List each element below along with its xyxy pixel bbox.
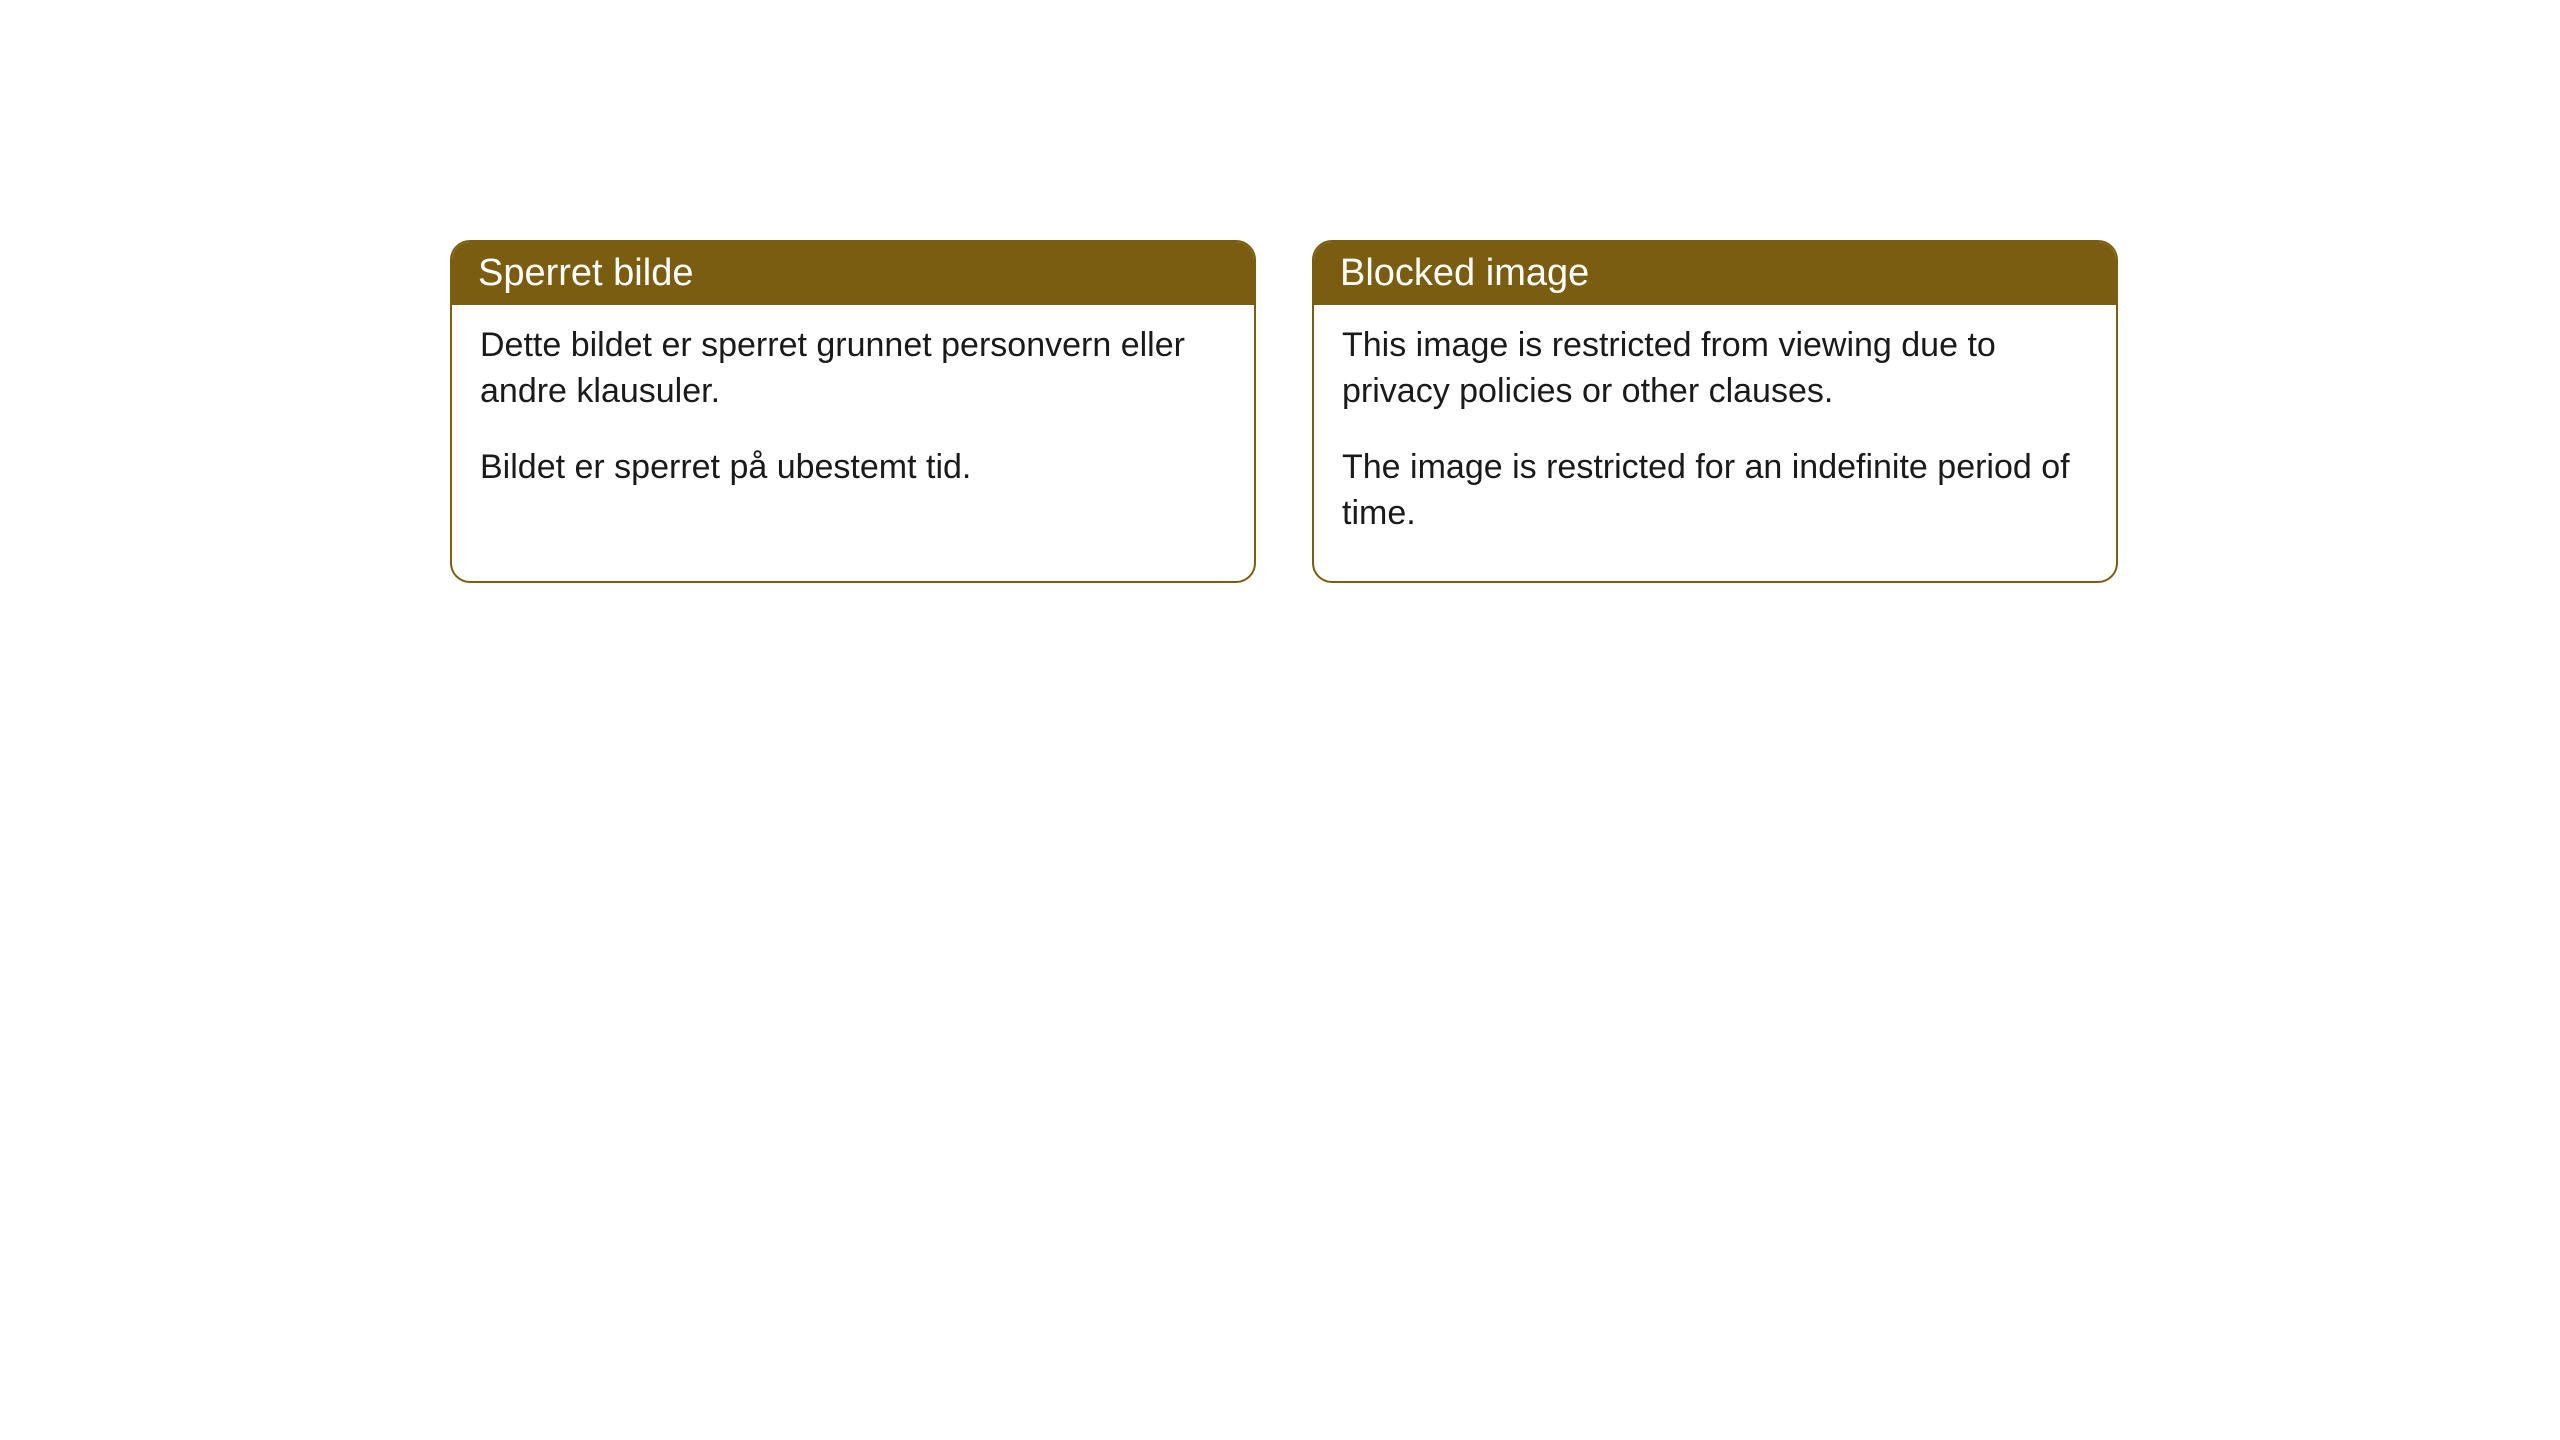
card-paragraph-1-en: This image is restricted from viewing du… bbox=[1342, 323, 2088, 415]
blocked-image-card-no: Sperret bilde Dette bildet er sperret gr… bbox=[450, 240, 1256, 583]
card-body-en: This image is restricted from viewing du… bbox=[1314, 305, 2116, 581]
card-header-no: Sperret bilde bbox=[452, 242, 1254, 305]
card-paragraph-2-en: The image is restricted for an indefinit… bbox=[1342, 445, 2088, 537]
card-paragraph-1-no: Dette bildet er sperret grunnet personve… bbox=[480, 323, 1226, 415]
card-header-en: Blocked image bbox=[1314, 242, 2116, 305]
notice-cards-container: Sperret bilde Dette bildet er sperret gr… bbox=[0, 0, 2560, 583]
card-paragraph-2-no: Bildet er sperret på ubestemt tid. bbox=[480, 445, 1226, 491]
card-body-no: Dette bildet er sperret grunnet personve… bbox=[452, 305, 1254, 535]
blocked-image-card-en: Blocked image This image is restricted f… bbox=[1312, 240, 2118, 583]
